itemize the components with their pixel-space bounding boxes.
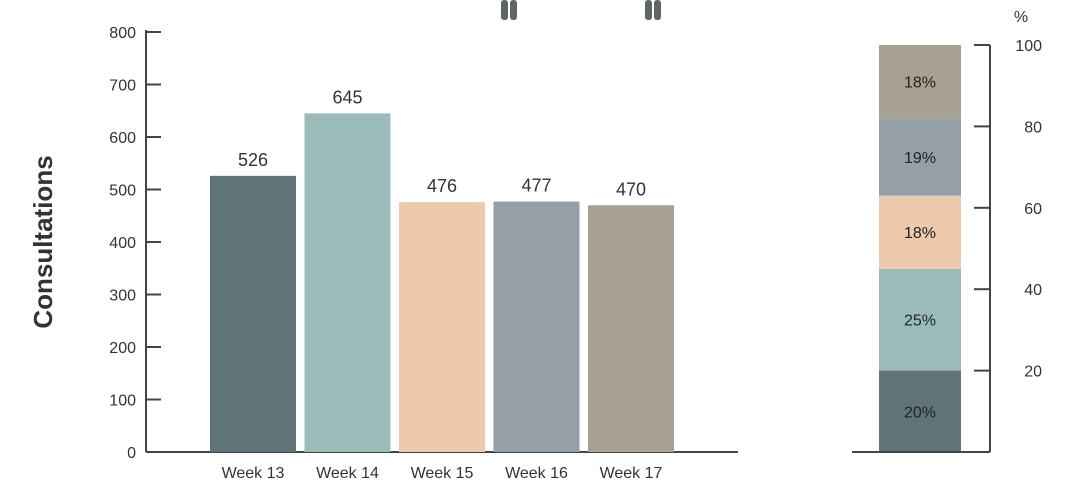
segment-label: 19% [904, 150, 936, 167]
stacked-tick-label: 80 [1024, 119, 1042, 136]
bar-value-label: 476 [427, 176, 457, 196]
segment-label: 20% [904, 404, 936, 421]
stacked-unit-label: % [1014, 9, 1028, 26]
x-tick-label: Week 17 [600, 465, 663, 482]
y-tick-label: 0 [127, 445, 136, 462]
segment-label: 18% [904, 75, 936, 92]
bar-value-label: 470 [616, 179, 646, 199]
stacked-tick-label: 40 [1024, 282, 1042, 299]
y-tick-label: 500 [109, 183, 136, 200]
y-axis-title: Consultations [28, 155, 58, 328]
stacked-tick-label: 100 [1015, 38, 1042, 55]
bar-value-label: 477 [521, 176, 551, 196]
y-tick-label: 400 [109, 235, 136, 252]
x-tick-label: Week 16 [505, 465, 568, 482]
stacked-segment [879, 45, 961, 119]
stacked-segment [879, 268, 961, 371]
y-tick-label: 100 [109, 393, 136, 410]
y-tick-label: 200 [109, 340, 136, 357]
y-tick-label: 700 [109, 78, 136, 95]
bar [588, 205, 674, 452]
bar-value-label: 645 [332, 87, 362, 107]
bar [304, 113, 391, 452]
bar [399, 202, 485, 452]
stacked-segment [879, 118, 961, 196]
y-tick-label: 600 [109, 130, 136, 147]
bar [493, 201, 580, 452]
y-tick-label: 800 [109, 25, 136, 42]
stacked-segment [879, 195, 961, 269]
stacked-tick-label: 60 [1024, 201, 1042, 218]
x-tick-label: Week 13 [222, 465, 285, 482]
stacked-tick-label: 20 [1024, 364, 1042, 381]
bar [210, 175, 296, 452]
x-tick-label: Week 15 [411, 465, 474, 482]
segment-label: 18% [904, 225, 936, 242]
segment-label: 25% [904, 313, 936, 330]
x-tick-label: Week 14 [316, 465, 379, 482]
pause-icon [501, 0, 517, 20]
y-tick-label: 300 [109, 288, 136, 305]
bar-value-label: 526 [238, 150, 268, 170]
stacked-segment [879, 370, 961, 452]
pause-icon [645, 0, 661, 20]
